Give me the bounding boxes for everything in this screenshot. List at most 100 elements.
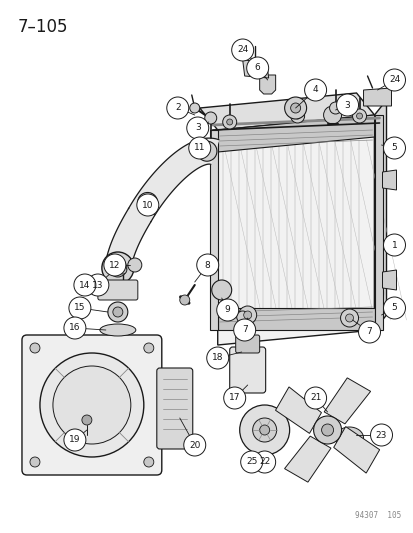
Circle shape (109, 259, 126, 277)
Circle shape (336, 94, 358, 116)
Circle shape (304, 79, 326, 101)
Circle shape (30, 343, 40, 353)
Circle shape (87, 274, 109, 296)
Circle shape (370, 424, 392, 446)
Circle shape (188, 137, 210, 159)
Text: 23: 23 (375, 431, 386, 440)
Text: 1: 1 (391, 240, 396, 249)
Polygon shape (217, 115, 374, 345)
Circle shape (53, 366, 131, 444)
Circle shape (290, 109, 304, 123)
Circle shape (231, 39, 253, 61)
Circle shape (233, 319, 255, 341)
Polygon shape (382, 170, 396, 190)
Polygon shape (374, 100, 386, 330)
FancyBboxPatch shape (229, 347, 265, 393)
Polygon shape (323, 378, 370, 424)
Text: 15: 15 (74, 303, 85, 312)
Text: 24: 24 (388, 76, 399, 85)
Text: 12: 12 (109, 261, 120, 270)
Circle shape (294, 113, 300, 119)
Polygon shape (333, 426, 379, 473)
Circle shape (40, 353, 143, 457)
Circle shape (259, 425, 269, 435)
Ellipse shape (100, 324, 135, 336)
Circle shape (128, 258, 142, 272)
Circle shape (211, 280, 231, 300)
Circle shape (358, 321, 380, 343)
Circle shape (186, 117, 208, 139)
Circle shape (64, 429, 85, 451)
Circle shape (382, 137, 404, 159)
Text: 25: 25 (245, 457, 257, 466)
Polygon shape (284, 436, 330, 482)
Text: 16: 16 (69, 324, 81, 333)
Circle shape (382, 297, 404, 319)
Polygon shape (242, 60, 268, 78)
Circle shape (226, 119, 232, 125)
Text: 5: 5 (391, 143, 396, 152)
Polygon shape (374, 115, 382, 330)
Polygon shape (382, 270, 396, 290)
Polygon shape (105, 208, 151, 270)
Circle shape (223, 387, 245, 409)
Text: 13: 13 (92, 280, 103, 289)
Circle shape (82, 415, 92, 425)
Circle shape (179, 295, 189, 305)
Circle shape (340, 309, 358, 327)
Text: 9: 9 (224, 305, 230, 314)
Circle shape (323, 106, 341, 124)
Circle shape (243, 311, 251, 319)
Circle shape (64, 317, 85, 339)
Circle shape (216, 299, 238, 321)
Polygon shape (217, 308, 374, 330)
Circle shape (197, 141, 216, 161)
Text: 11: 11 (194, 143, 205, 152)
Circle shape (356, 113, 362, 119)
Circle shape (74, 274, 96, 296)
Text: 3: 3 (344, 101, 349, 109)
Text: 20: 20 (189, 440, 200, 449)
Text: 6: 6 (254, 63, 260, 72)
Polygon shape (259, 75, 275, 94)
Polygon shape (199, 93, 374, 130)
Circle shape (382, 69, 404, 91)
Text: 5: 5 (391, 303, 396, 312)
Text: 94307  105: 94307 105 (354, 511, 400, 520)
Circle shape (104, 254, 126, 276)
Circle shape (240, 451, 262, 473)
Circle shape (108, 302, 128, 322)
Circle shape (137, 192, 157, 213)
FancyBboxPatch shape (22, 335, 161, 475)
Circle shape (166, 97, 188, 119)
Text: 7: 7 (241, 326, 247, 335)
Circle shape (196, 254, 218, 276)
Text: 14: 14 (79, 280, 90, 289)
Text: 7: 7 (366, 327, 372, 336)
Circle shape (204, 112, 216, 124)
Circle shape (189, 103, 199, 113)
Circle shape (236, 311, 248, 323)
Circle shape (102, 252, 133, 284)
FancyBboxPatch shape (97, 280, 138, 300)
Circle shape (206, 347, 228, 369)
Circle shape (252, 418, 276, 442)
Text: 7–105: 7–105 (18, 18, 68, 36)
Circle shape (284, 97, 306, 119)
Circle shape (246, 57, 268, 79)
Text: 24: 24 (237, 45, 248, 54)
Text: 22: 22 (259, 457, 270, 466)
Circle shape (119, 266, 126, 274)
Circle shape (290, 103, 300, 113)
Polygon shape (209, 130, 217, 330)
Circle shape (136, 194, 159, 216)
Circle shape (329, 102, 341, 114)
Circle shape (238, 306, 256, 324)
Text: 21: 21 (309, 393, 320, 402)
Circle shape (345, 314, 353, 322)
Polygon shape (128, 138, 218, 222)
Circle shape (352, 109, 366, 123)
Circle shape (30, 457, 40, 467)
Ellipse shape (335, 427, 363, 449)
Circle shape (113, 307, 123, 317)
